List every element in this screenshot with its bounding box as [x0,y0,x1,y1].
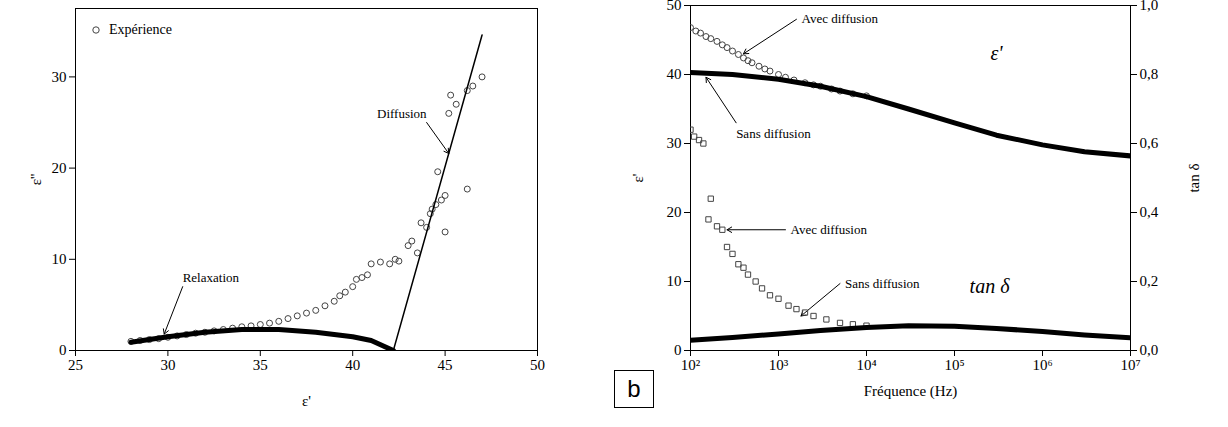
svg-text:10: 10 [52,251,67,267]
svg-text:1,0: 1,0 [1140,0,1159,13]
svg-text:0: 0 [674,342,682,358]
svg-text:10⁴: 10⁴ [856,357,876,373]
svg-text:25: 25 [68,357,83,373]
svg-text:10³: 10³ [769,357,789,373]
svg-text:ε': ε' [302,393,311,409]
svg-text:0,6: 0,6 [1140,135,1159,151]
svg-text:ε': ε' [630,173,646,182]
svg-text:0,0: 0,0 [1140,342,1159,358]
svg-text:20: 20 [667,204,682,220]
svg-text:10²: 10² [681,357,701,373]
svg-text:Sans diffusion: Sans diffusion [845,276,920,291]
svg-text:30: 30 [667,135,682,151]
svg-text:0,4: 0,4 [1140,204,1159,220]
svg-text:40: 40 [667,66,682,82]
svg-text:45: 45 [438,357,453,373]
svg-text:Fréquence (Hz): Fréquence (Hz) [864,383,958,400]
svg-text:50: 50 [530,357,545,373]
svg-text:30: 30 [52,69,67,85]
svg-text:30: 30 [160,357,175,373]
html-text:b: b [627,375,641,402]
svg-text:Avec diffusion: Avec diffusion [790,222,867,237]
svg-text:20: 20 [52,160,67,176]
svg-text:35: 35 [253,357,268,373]
svg-text:50: 50 [667,0,682,13]
svg-text:ε'': ε'' [28,173,44,185]
svg-text:10⁷: 10⁷ [1120,357,1140,373]
svg-text:Diffusion: Diffusion [377,106,427,121]
svg-text:10⁶: 10⁶ [1032,357,1052,373]
svg-text:10⁵: 10⁵ [944,357,964,373]
html-text:Expérience: Expérience [109,22,172,37]
svg-text:tan δ: tan δ [1186,163,1202,192]
svg-text:0: 0 [59,342,67,358]
svg-text:Avec diffusion: Avec diffusion [801,11,878,26]
svg-text:tan δ: tan δ [970,275,1011,297]
svg-text:Relaxation: Relaxation [183,270,240,285]
svg-text:ε': ε' [990,42,1003,64]
svg-text:10: 10 [667,273,682,289]
svg-text:0,8: 0,8 [1140,66,1159,82]
svg-text:Sans diffusion: Sans diffusion [736,126,811,141]
svg-text:40: 40 [345,357,360,373]
svg-text:0,2: 0,2 [1140,273,1159,289]
